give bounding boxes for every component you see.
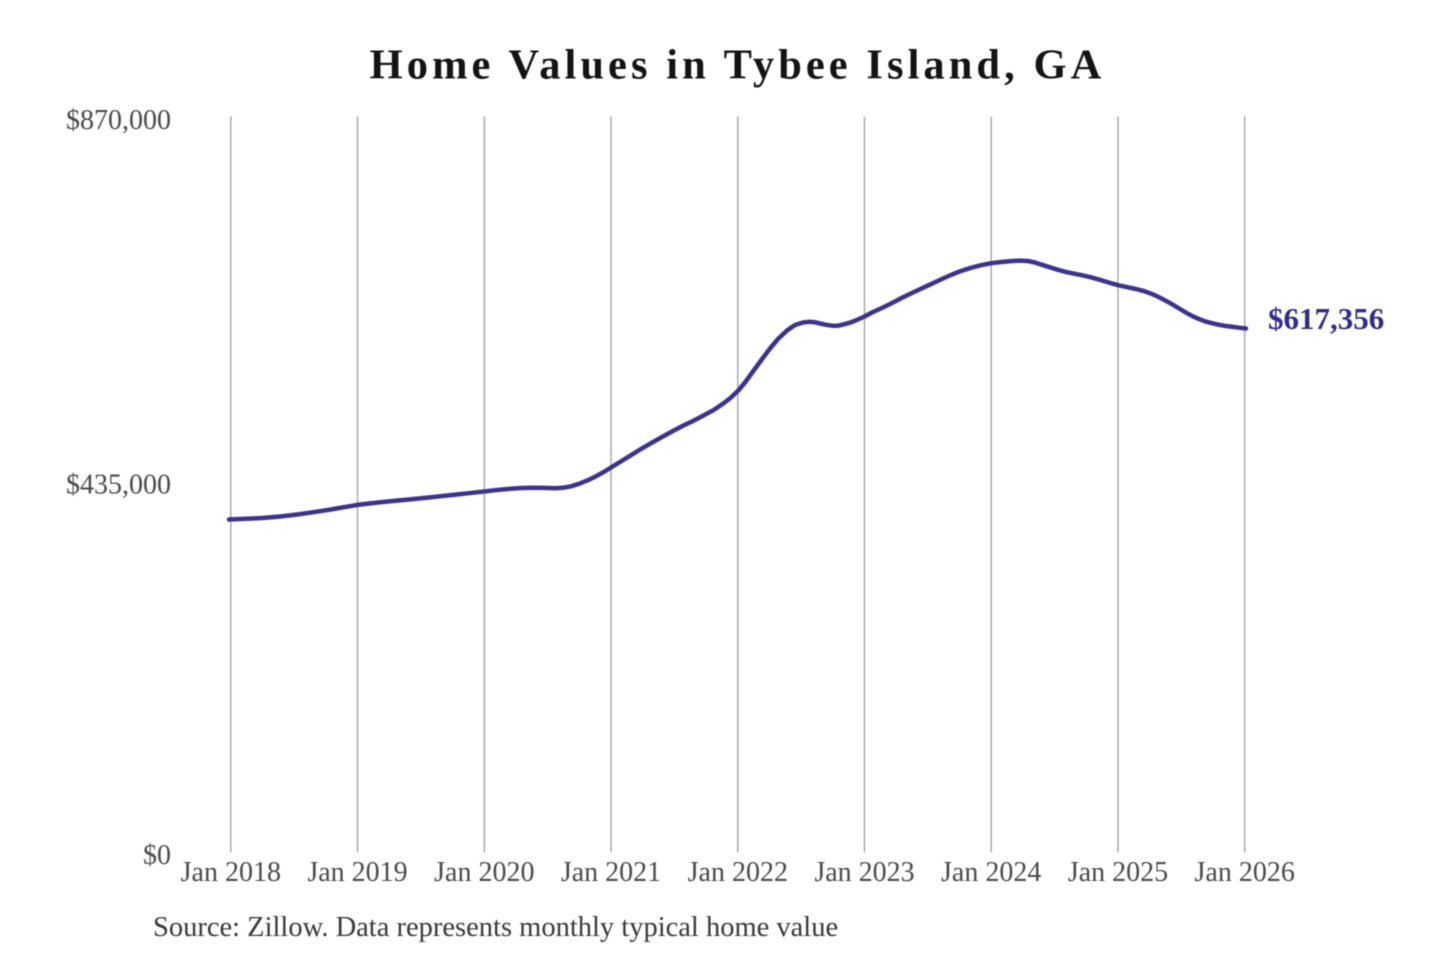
svg-text:Jan 2025: Jan 2025 — [1068, 857, 1168, 888]
svg-text:Home Values in Tybee Island, G: Home Values in Tybee Island, GA — [370, 42, 1106, 89]
svg-text:$435,000: $435,000 — [66, 469, 171, 500]
svg-text:Jan 2021: Jan 2021 — [561, 857, 661, 888]
svg-text:Jan 2023: Jan 2023 — [814, 857, 914, 888]
svg-text:$0: $0 — [143, 840, 171, 871]
svg-text:Jan 2022: Jan 2022 — [688, 857, 788, 888]
svg-text:Jan 2020: Jan 2020 — [434, 857, 534, 888]
svg-text:Jan 2026: Jan 2026 — [1195, 857, 1295, 888]
svg-text:Source: Zillow. Data represent: Source: Zillow. Data represents monthly … — [153, 912, 838, 943]
svg-text:$617,356: $617,356 — [1268, 301, 1384, 336]
svg-text:Jan 2019: Jan 2019 — [307, 857, 407, 888]
svg-text:$870,000: $870,000 — [66, 105, 171, 136]
svg-text:Jan 2018: Jan 2018 — [181, 857, 281, 888]
svg-text:Jan 2024: Jan 2024 — [941, 857, 1041, 888]
